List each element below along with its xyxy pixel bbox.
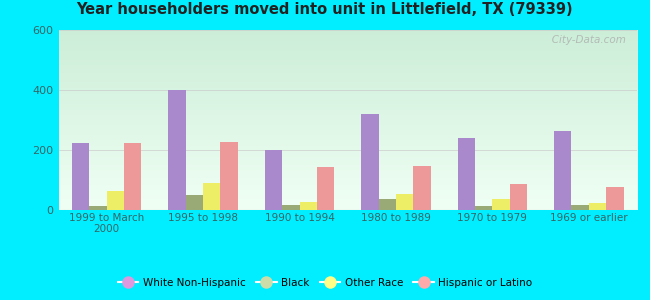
- Bar: [203, 183, 220, 210]
- Bar: [458, 138, 475, 210]
- Bar: [361, 114, 378, 210]
- Bar: [220, 142, 238, 210]
- Bar: [168, 90, 186, 210]
- Bar: [571, 205, 589, 210]
- Bar: [72, 142, 89, 210]
- Bar: [606, 187, 623, 210]
- Bar: [475, 206, 493, 210]
- Bar: [396, 194, 413, 210]
- Bar: [107, 190, 124, 210]
- Legend: White Non-Hispanic, Black, Other Race, Hispanic or Latino: White Non-Hispanic, Black, Other Race, H…: [113, 274, 537, 292]
- Bar: [265, 150, 282, 210]
- Bar: [554, 130, 571, 210]
- Bar: [124, 143, 142, 210]
- Bar: [589, 202, 606, 210]
- Bar: [413, 166, 431, 210]
- Bar: [510, 184, 527, 210]
- Bar: [378, 199, 396, 210]
- Bar: [300, 202, 317, 210]
- Bar: [89, 206, 107, 210]
- Text: City-Data.com: City-Data.com: [541, 35, 625, 45]
- Bar: [186, 195, 203, 210]
- Text: Year householders moved into unit in Littlefield, TX (79339): Year householders moved into unit in Lit…: [77, 2, 573, 16]
- Bar: [317, 167, 334, 210]
- Bar: [282, 205, 300, 210]
- Bar: [493, 199, 510, 210]
